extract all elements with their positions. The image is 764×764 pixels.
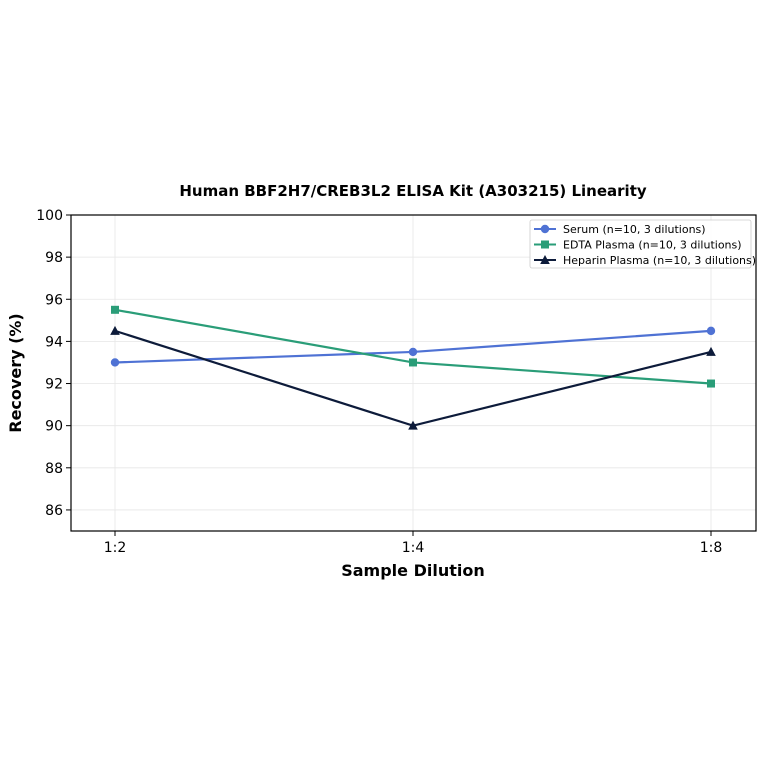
data-point [706,326,716,336]
x-tick-label: 1:4 [402,540,425,556]
data-point [409,358,417,367]
y-tick-label: 94 [45,334,63,350]
y-axis-label: Recovery (%) [6,313,25,432]
legend-label: EDTA Plasma (n=10, 3 dilutions) [563,239,742,252]
y-tick-label: 98 [45,250,63,266]
data-point [110,358,120,367]
data-point [707,379,715,388]
y-axis-ticks: 86 88 90 92 94 96 98 100 [36,208,71,519]
y-tick-label: 92 [45,377,63,393]
legend-frame [529,219,752,269]
y-tick-label: 96 [45,292,63,308]
x-axis-label: Sample Dilution [341,561,485,580]
legend-swatch-marker [540,224,550,234]
series-0 [110,326,716,367]
data-point [706,346,716,356]
legend-label: Serum (n=10, 3 dilutions) [563,223,706,236]
x-tick-label: 1:2 [104,540,127,556]
data-point [408,420,418,430]
series-layer [110,305,716,430]
data-point [110,325,120,335]
legend-swatch-marker [540,255,550,264]
x-tick-label: 1:8 [700,540,723,556]
legend-item: Heparin Plasma (n=10, 3 dilutions) [534,254,756,267]
data-point [408,347,418,357]
y-tick-label: 90 [45,419,63,435]
x-axis-ticks: 1:2 1:4 1:8 [104,531,723,556]
series-2 [110,325,716,430]
legend-item: Serum (n=10, 3 dilutions) [534,223,706,236]
y-tick-label: 100 [36,208,63,224]
legend: Serum (n=10, 3 dilutions) EDTA Plasma (n=… [529,219,756,269]
legend-label: Heparin Plasma (n=10, 3 dilutions) [563,254,756,267]
data-point [111,305,119,314]
legend-swatch-marker [541,240,549,249]
y-tick-label: 88 [45,461,63,477]
legend-item: EDTA Plasma (n=10, 3 dilutions) [534,239,742,252]
chart-title: Human BBF2H7/CREB3L2 ELISA Kit (A303215)… [179,182,647,200]
y-tick-label: 86 [45,503,63,519]
